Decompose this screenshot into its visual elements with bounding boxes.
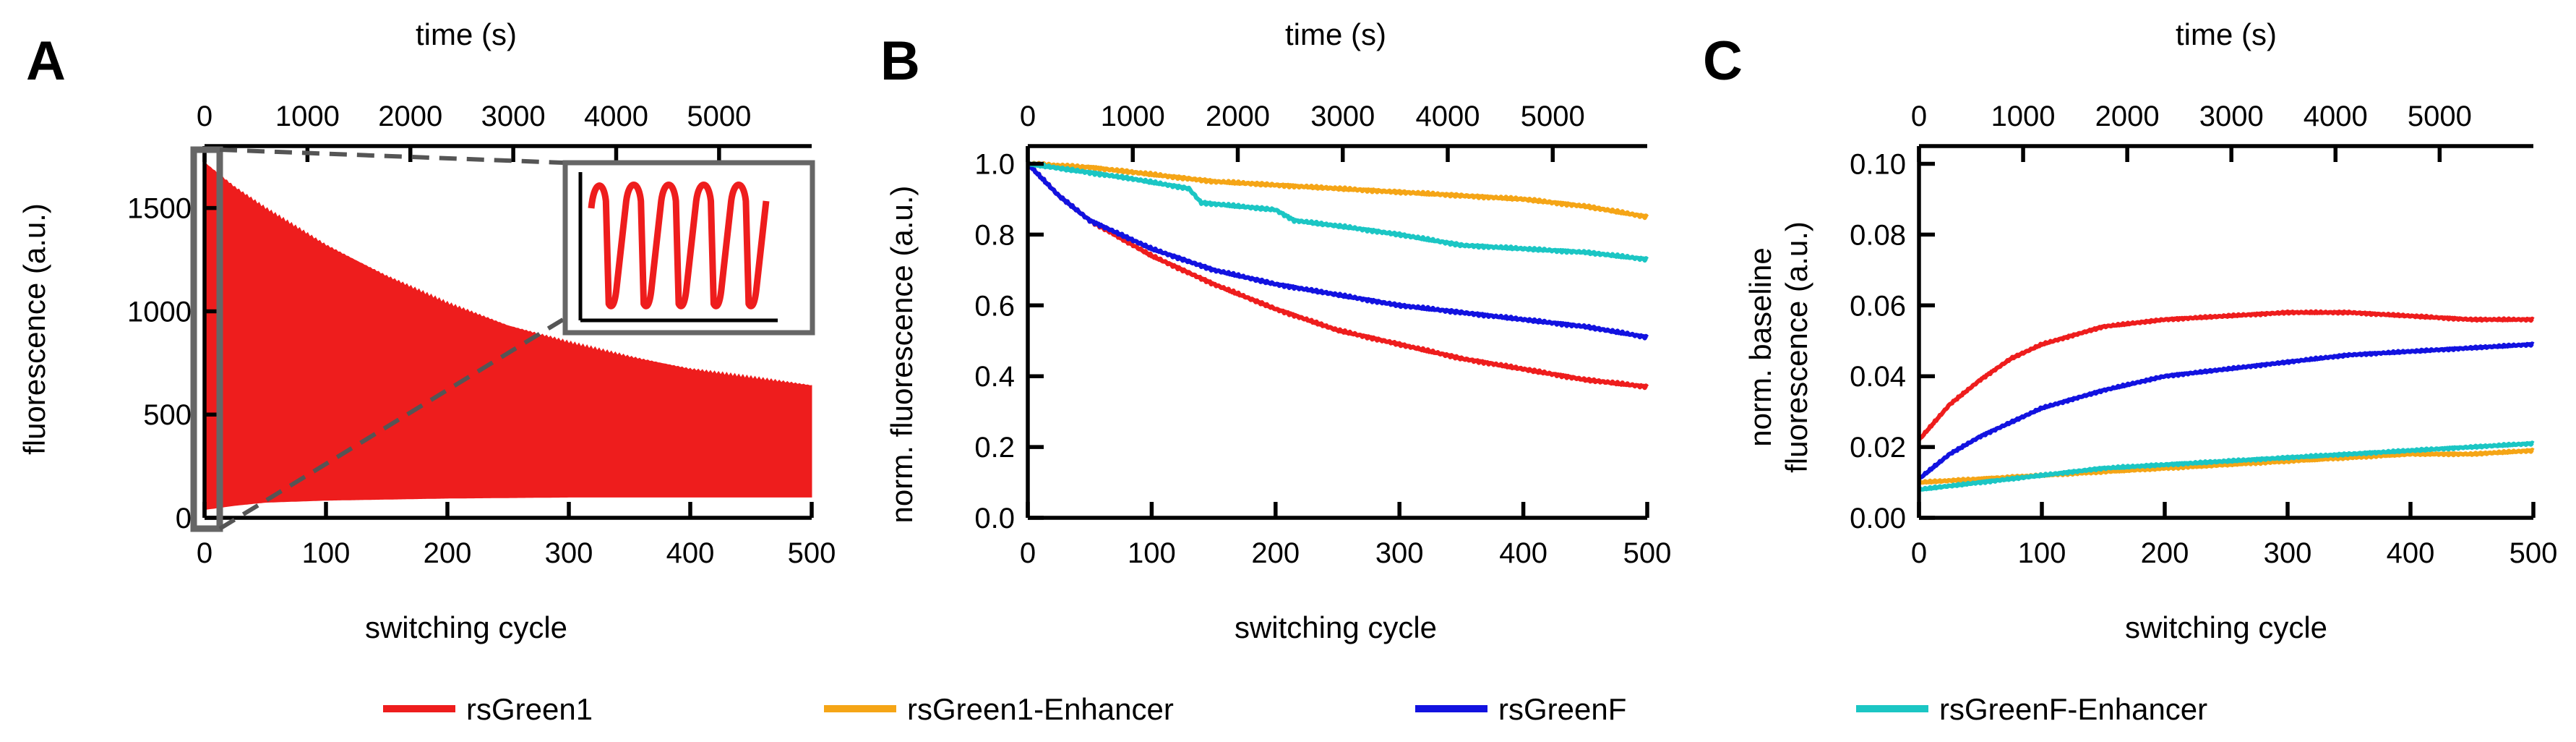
panel-a-letter: A <box>26 30 66 92</box>
panel-c-x2-tick-label: 0 <box>1911 101 1927 132</box>
panel-c-x2-tick-label: 5000 <box>2408 101 2472 132</box>
legend-label-rsgreenf-enhancer: rsGreenF-Enhancer <box>1939 692 2207 726</box>
legend-item-rsgreenf-enhancer: rsGreenF-Enhancer <box>1856 692 2207 726</box>
legend-item-rsgreen1-enhancer: rsGreen1-Enhancer <box>824 692 1174 726</box>
panel-c-ylabel-line2: fluorescence (a.u.) <box>1779 221 1813 473</box>
zoom-region-box <box>190 146 223 532</box>
panel-b-series-rsgreen1 <box>1026 161 1649 391</box>
panel-a-x-tick-label: 200 <box>424 537 472 569</box>
panel-a-x-tick-label: 100 <box>302 537 351 569</box>
legend-label-rsgreen1-enhancer: rsGreen1-Enhancer <box>907 692 1174 726</box>
panel-c-y-tick-label: 0.10 <box>1850 148 1906 180</box>
panel-a-x2-tick-label: 2000 <box>378 101 442 132</box>
panel-a-x-tick-label: 500 <box>788 537 836 569</box>
panel-b: B time (s) switching cycle norm. fluores… <box>880 17 1671 644</box>
panel-b-letter: B <box>880 30 920 92</box>
panel-a-x2-tick-label: 5000 <box>687 101 751 132</box>
panel-b-plot-area <box>1026 161 1649 391</box>
panel-a-x-tick-label: 400 <box>666 537 715 569</box>
panel-b-y-tick-label: 0.6 <box>974 290 1015 322</box>
panel-b-series-rsgreenf <box>1026 161 1649 341</box>
legend-label-rsgreen1: rsGreen1 <box>466 692 593 726</box>
panel-c-y-tick-label: 0.02 <box>1850 432 1906 464</box>
panel-c-x-tick-label: 300 <box>2264 537 2312 569</box>
panel-a-x-tick-label: 300 <box>545 537 593 569</box>
panel-a-plot-area <box>204 161 812 511</box>
panel-c-y-tick-label: 0.00 <box>1850 503 1906 534</box>
panel-b-series-rsgreen1-enhancer <box>1026 161 1649 221</box>
panel-a-y-tick-label: 1500 <box>127 193 192 225</box>
panel-c-x2-tick-label: 1000 <box>1991 101 2056 132</box>
panel-b-y-tick-label: 0.2 <box>974 432 1015 464</box>
panel-c-x-tick-label: 400 <box>2387 537 2435 569</box>
panel-a-y-tick-label: 1000 <box>127 296 192 328</box>
panel-a: A time (s) switching cycle fluorescence … <box>17 17 836 644</box>
panel-a-x-tick-label: 0 <box>197 537 212 569</box>
panel-c-plot-area <box>1917 309 2535 492</box>
panel-a-y-tick-label: 0 <box>176 503 192 534</box>
panel-b-x2-tick-label: 4000 <box>1416 101 1480 132</box>
panel-a-x2-tick-label: 3000 <box>481 101 546 132</box>
panel-b-x2-tick-label: 0 <box>1020 101 1036 132</box>
panel-c-x-tick-label: 0 <box>1911 537 1927 569</box>
panel-a-x2-tick-label: 0 <box>197 101 212 132</box>
panel-a-fluorescence-envelope <box>204 161 812 511</box>
panel-c-x2-tick-label: 2000 <box>2095 101 2160 132</box>
legend-label-rsgreenf: rsGreenF <box>1498 692 1626 726</box>
panel-c-x-tick-label: 500 <box>2510 537 2558 569</box>
panel-b-x2-tick-label: 3000 <box>1310 101 1375 132</box>
panel-c-y-tick-label: 0.04 <box>1850 361 1906 393</box>
panel-a-y-tick-label: 500 <box>143 399 192 431</box>
legend-item-rsgreenf: rsGreenF <box>1415 692 1626 726</box>
zoom-connector-bottom <box>218 316 567 531</box>
legend: rsGreen1 rsGreen1-Enhancer rsGreenF rsGr… <box>383 692 2207 726</box>
zoom-connector-top <box>219 148 564 165</box>
panel-a-x2-tick-label: 4000 <box>584 101 648 132</box>
panel-a-ylabel: fluorescence (a.u.) <box>17 203 51 455</box>
panel-c-x2label: time (s) <box>2176 17 2277 51</box>
panel-b-xlabel: switching cycle <box>1235 610 1437 644</box>
panel-b-y-tick-label: 0.4 <box>974 361 1015 393</box>
panel-b-y-tick-label: 0.8 <box>974 219 1015 251</box>
panel-a-x2-tick-label: 1000 <box>275 101 340 132</box>
panel-c-x2-tick-label: 3000 <box>2199 101 2264 132</box>
panel-c-series-rsgreen1 <box>1917 309 2535 441</box>
panel-c-x-tick-label: 100 <box>2018 537 2066 569</box>
panel-b-x-tick-label: 400 <box>1499 537 1547 569</box>
panel-b-x-tick-label: 200 <box>1251 537 1300 569</box>
panel-b-y-tick-label: 0.0 <box>974 503 1015 534</box>
panel-b-x2label: time (s) <box>1285 17 1386 51</box>
panel-a-x2label: time (s) <box>416 17 517 51</box>
panel-b-x-tick-label: 100 <box>1128 537 1176 569</box>
panel-c-axes: 0 100 200 300 400 500 0.00 0.02 0.04 0.06 0.08 0.10… <box>1850 101 2557 569</box>
panel-b-x2-tick-label: 1000 <box>1101 101 1165 132</box>
panel-c: C time (s) switching cycle norm. baselin… <box>1703 17 2557 644</box>
panel-c-y-tick-label: 0.08 <box>1850 219 1906 251</box>
panel-c-x2-tick-label: 4000 <box>2304 101 2368 132</box>
panel-b-y-tick-label: 1.0 <box>974 148 1015 180</box>
panel-b-ylabel: norm. fluorescence (a.u.) <box>885 186 919 524</box>
panel-b-x2-tick-label: 2000 <box>1206 101 1270 132</box>
panel-a-xlabel: switching cycle <box>365 610 567 644</box>
panel-b-x-tick-label: 300 <box>1375 537 1424 569</box>
panel-c-xlabel: switching cycle <box>2125 610 2327 644</box>
panel-b-x-tick-label: 500 <box>1623 537 1672 569</box>
panel-c-series-rsgreenf-enhancer <box>1918 440 2535 492</box>
panel-b-axes: 0 100 200 300 400 5000.00.20.40.60.81.00 1000 2… <box>974 101 1671 569</box>
panel-b-x2-tick-label: 5000 <box>1521 101 1585 132</box>
panel-c-letter: C <box>1703 30 1743 92</box>
panel-c-series-rsgreenf <box>1917 341 2535 480</box>
panel-c-x-tick-label: 200 <box>2141 537 2189 569</box>
panel-b-x-tick-label: 0 <box>1020 537 1036 569</box>
panel-b-series-rsgreenf-enhancer <box>1026 161 1649 263</box>
panel-c-y-tick-label: 0.06 <box>1850 290 1906 322</box>
inset-switching-trace <box>588 182 770 310</box>
panel-c-ylabel-line1: norm. baseline <box>1743 247 1777 446</box>
legend-item-rsgreen1: rsGreen1 <box>383 692 593 726</box>
